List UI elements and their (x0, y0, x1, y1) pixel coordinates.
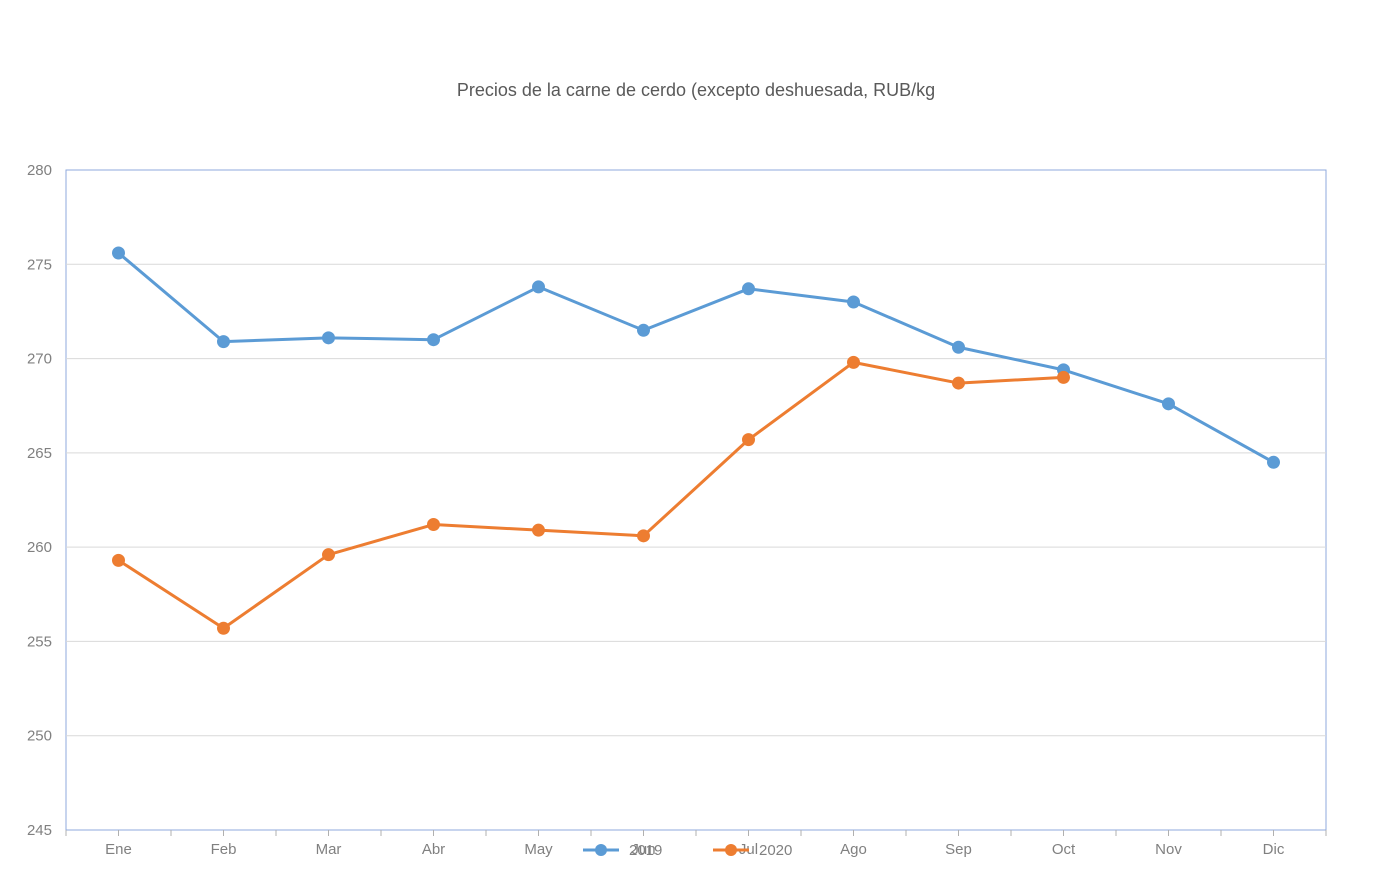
series-marker-2020 (848, 356, 860, 368)
y-tick-label: 260 (27, 539, 52, 556)
y-tick-label: 255 (27, 633, 52, 650)
series-marker-2020 (533, 524, 545, 536)
series-marker-2019 (953, 341, 965, 353)
x-tick-label: Dic (1263, 841, 1285, 858)
y-tick-label: 250 (27, 728, 52, 745)
x-tick-label: Sep (945, 841, 972, 858)
y-tick-label: 280 (27, 162, 52, 179)
series-marker-2019 (1268, 456, 1280, 468)
series-marker-2019 (1163, 398, 1175, 410)
legend-label: 2019 (629, 842, 662, 859)
series-marker-2019 (323, 332, 335, 344)
legend-swatch-marker (595, 844, 607, 856)
series-marker-2020 (1058, 371, 1070, 383)
y-tick-label: 245 (27, 822, 52, 839)
series-line-2019 (119, 253, 1274, 462)
series-marker-2020 (743, 434, 755, 446)
series-line-2020 (119, 362, 1064, 628)
x-tick-label: Mar (316, 841, 342, 858)
series-marker-2020 (638, 530, 650, 542)
x-tick-label: Abr (422, 841, 445, 858)
y-tick-label: 265 (27, 445, 52, 462)
series-marker-2019 (848, 296, 860, 308)
series-marker-2020 (953, 377, 965, 389)
x-tick-label: Ene (105, 841, 132, 858)
plot-area (66, 170, 1326, 830)
series-marker-2019 (743, 283, 755, 295)
x-tick-label: Ago (840, 841, 867, 858)
line-chart: Precios de la carne de cerdo (excepto de… (0, 0, 1392, 875)
series-marker-2020 (218, 622, 230, 634)
x-tick-label: Oct (1052, 841, 1076, 858)
series-marker-2020 (428, 519, 440, 531)
x-tick-label: Nov (1155, 841, 1182, 858)
x-tick-label: Feb (211, 841, 237, 858)
series-marker-2020 (323, 549, 335, 561)
series-marker-2019 (533, 281, 545, 293)
series-marker-2019 (638, 324, 650, 336)
x-tick-label: May (524, 841, 553, 858)
y-tick-label: 275 (27, 256, 52, 273)
series-marker-2019 (428, 334, 440, 346)
series-marker-2019 (218, 336, 230, 348)
y-tick-label: 270 (27, 351, 52, 368)
legend-label: 2020 (759, 842, 792, 859)
series-marker-2019 (113, 247, 125, 259)
legend-swatch-marker (725, 844, 737, 856)
chart-svg: 245250255260265270275280EneFebMarAbrMayJ… (0, 0, 1392, 875)
series-marker-2020 (113, 554, 125, 566)
legend: 2019 2020 (583, 842, 792, 859)
